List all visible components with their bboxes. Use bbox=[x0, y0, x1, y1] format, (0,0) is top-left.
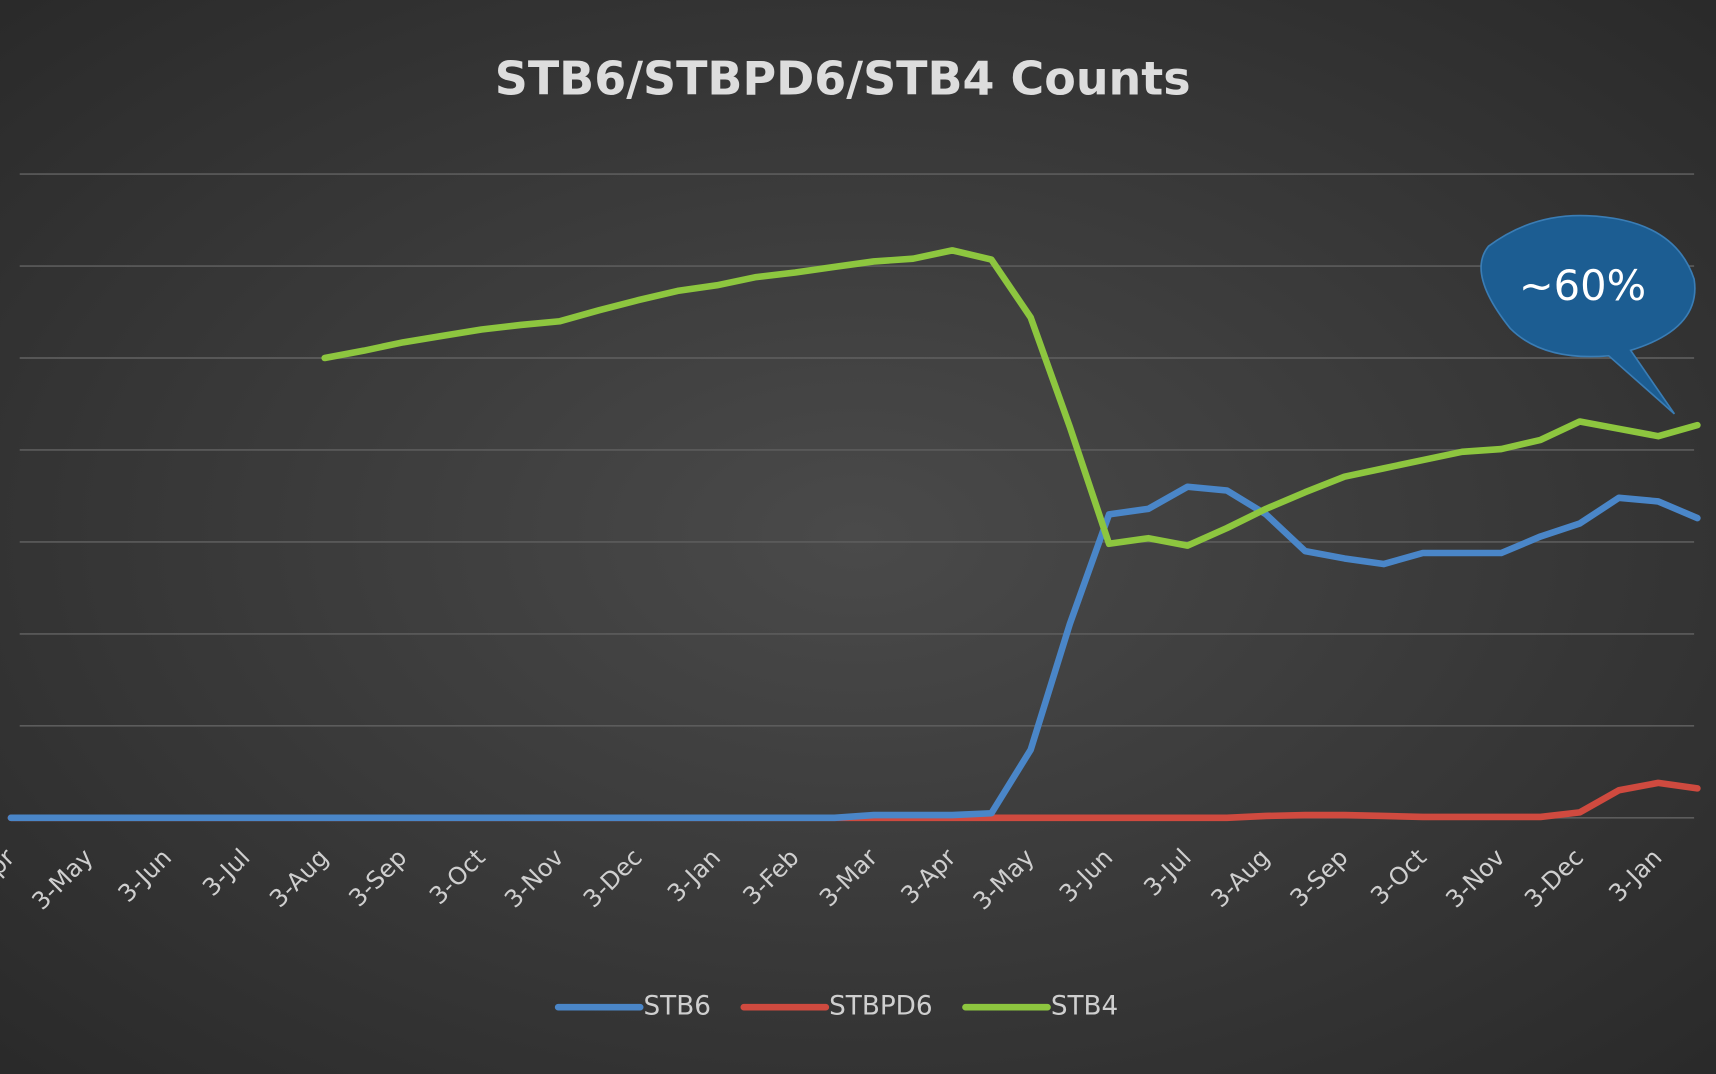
legend-label: STB6 bbox=[644, 992, 711, 1022]
legend: STB6 STBPD6 STB4 bbox=[554, 992, 1118, 1022]
legend-label: STB4 bbox=[1051, 992, 1118, 1022]
lines bbox=[7, 247, 1701, 822]
chart-title: STB6/STBPD6/STB4 Counts bbox=[495, 52, 1191, 106]
callout-bubble bbox=[1480, 214, 1696, 415]
series-line bbox=[7, 483, 1701, 822]
annotation: ~60% bbox=[1519, 261, 1646, 310]
series-line bbox=[321, 247, 1701, 549]
legend-label: STBPD6 bbox=[829, 992, 932, 1022]
callout: ~60% bbox=[1480, 214, 1696, 415]
